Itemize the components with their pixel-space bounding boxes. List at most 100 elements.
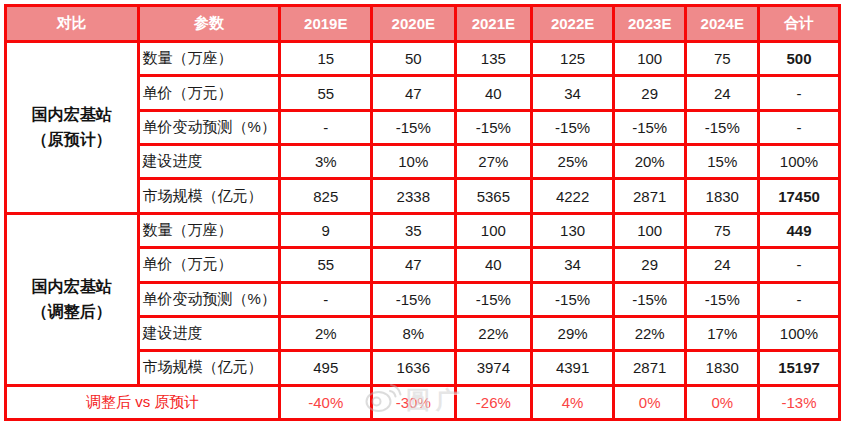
value-cell: 50 <box>372 42 455 76</box>
value-cell: - <box>280 110 372 144</box>
value-cell: 29 <box>613 76 686 110</box>
header-cell-year: 2023E <box>613 6 686 42</box>
value-cell: 29 <box>613 248 686 282</box>
value-cell: 2% <box>280 316 372 350</box>
param-label: 单价变动预测（%） <box>138 282 280 316</box>
value-cell: -15% <box>686 282 759 316</box>
header-cell-param: 参数 <box>138 6 280 42</box>
value-cell: 9 <box>280 213 372 247</box>
param-label: 单价（万元） <box>138 248 280 282</box>
footer-value-cell: 4% <box>532 385 614 419</box>
header-cell-year: 2020E <box>372 6 455 42</box>
value-cell: -15% <box>613 282 686 316</box>
value-cell: 20% <box>613 145 686 179</box>
value-cell: 125 <box>532 42 614 76</box>
table-header: 对比 参数 2019E 2020E 2021E 2022E 2023E 2024… <box>6 6 840 42</box>
table-body: 国内宏基站（原预计）数量（万座）155013512510075500单价（万元）… <box>6 42 840 386</box>
value-cell: 10% <box>372 145 455 179</box>
header-cell-total: 合计 <box>759 6 840 42</box>
footer-value-cell: -30% <box>372 385 455 419</box>
value-cell: 75 <box>686 42 759 76</box>
value-cell: 24 <box>686 76 759 110</box>
table-row: 国内宏基站（调整后）数量（万座）93510013010075449 <box>6 213 840 247</box>
value-cell: 1636 <box>372 351 455 385</box>
value-cell: 5365 <box>455 179 532 213</box>
total-cell: 449 <box>759 213 840 247</box>
value-cell: - <box>280 282 372 316</box>
header-cell-year: 2019E <box>280 6 372 42</box>
value-cell: -15% <box>455 282 532 316</box>
header-cell-year: 2022E <box>532 6 614 42</box>
param-label: 数量（万座） <box>138 213 280 247</box>
value-cell: 15% <box>686 145 759 179</box>
footer-row: 调整后 vs 原预计 -40% -30% -26% 4% 0% 0% -13% <box>6 385 840 419</box>
value-cell: 35 <box>372 213 455 247</box>
value-cell: 47 <box>372 76 455 110</box>
value-cell: 2871 <box>613 179 686 213</box>
total-cell: 17450 <box>759 179 840 213</box>
section-label: 国内宏基站（原预计） <box>6 42 139 214</box>
value-cell: 55 <box>280 76 372 110</box>
value-cell: -15% <box>372 282 455 316</box>
value-cell: 27% <box>455 145 532 179</box>
value-cell: 40 <box>455 248 532 282</box>
value-cell: 100 <box>613 42 686 76</box>
value-cell: 4391 <box>532 351 614 385</box>
param-label: 单价变动预测（%） <box>138 110 280 144</box>
table-row: 国内宏基站（原预计）数量（万座）155013512510075500 <box>6 42 840 76</box>
footer-total-cell: -13% <box>759 385 840 419</box>
param-label: 数量（万座） <box>138 42 280 76</box>
param-label: 建设进度 <box>138 145 280 179</box>
header-cell-compare: 对比 <box>6 6 139 42</box>
footer-value-cell: -40% <box>280 385 372 419</box>
total-cell: - <box>759 110 840 144</box>
value-cell: 825 <box>280 179 372 213</box>
value-cell: 40 <box>455 76 532 110</box>
total-cell: 100% <box>759 145 840 179</box>
value-cell: 22% <box>613 316 686 350</box>
section-label: 国内宏基站（调整后） <box>6 213 139 385</box>
value-cell: -15% <box>686 110 759 144</box>
total-cell: - <box>759 282 840 316</box>
value-cell: 3% <box>280 145 372 179</box>
value-cell: 135 <box>455 42 532 76</box>
total-cell: 500 <box>759 42 840 76</box>
table-frame: 对比 参数 2019E 2020E 2021E 2022E 2023E 2024… <box>0 0 845 425</box>
value-cell: 4222 <box>532 179 614 213</box>
value-cell: 22% <box>455 316 532 350</box>
value-cell: 47 <box>372 248 455 282</box>
value-cell: 75 <box>686 213 759 247</box>
total-cell: - <box>759 248 840 282</box>
value-cell: 24 <box>686 248 759 282</box>
footer-label: 调整后 vs 原预计 <box>6 385 280 419</box>
value-cell: 29% <box>532 316 614 350</box>
header-cell-year: 2021E <box>455 6 532 42</box>
footer-value-cell: 0% <box>686 385 759 419</box>
value-cell: 17% <box>686 316 759 350</box>
value-cell: 1830 <box>686 351 759 385</box>
value-cell: 8% <box>372 316 455 350</box>
param-label: 单价（万元） <box>138 76 280 110</box>
table-footer: 调整后 vs 原预计 -40% -30% -26% 4% 0% 0% -13% <box>6 385 840 419</box>
value-cell: 25% <box>532 145 614 179</box>
value-cell: 3974 <box>455 351 532 385</box>
value-cell: 100 <box>613 213 686 247</box>
total-cell: 15197 <box>759 351 840 385</box>
value-cell: 1830 <box>686 179 759 213</box>
footer-value-cell: -26% <box>455 385 532 419</box>
value-cell: -15% <box>613 110 686 144</box>
param-label: 市场规模（亿元） <box>138 351 280 385</box>
total-cell: 100% <box>759 316 840 350</box>
value-cell: 15 <box>280 42 372 76</box>
value-cell: -15% <box>532 282 614 316</box>
param-label: 建设进度 <box>138 316 280 350</box>
value-cell: 34 <box>532 248 614 282</box>
value-cell: 2871 <box>613 351 686 385</box>
value-cell: 130 <box>532 213 614 247</box>
comparison-table: 对比 参数 2019E 2020E 2021E 2022E 2023E 2024… <box>4 4 841 421</box>
header-row: 对比 参数 2019E 2020E 2021E 2022E 2023E 2024… <box>6 6 840 42</box>
value-cell: -15% <box>372 110 455 144</box>
total-cell: - <box>759 76 840 110</box>
value-cell: 34 <box>532 76 614 110</box>
value-cell: 495 <box>280 351 372 385</box>
